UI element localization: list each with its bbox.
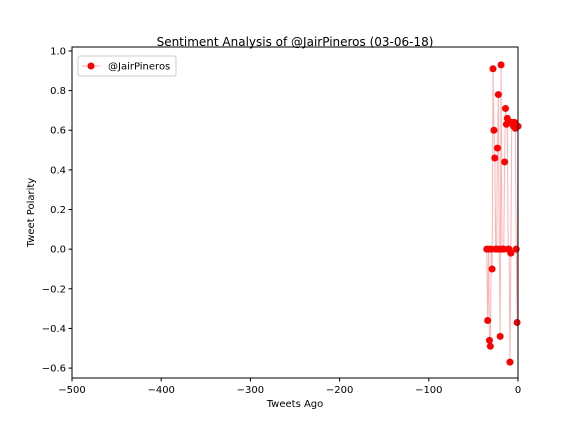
data-point <box>488 265 496 273</box>
data-point <box>496 332 504 340</box>
y-tick-label: −0.4 <box>42 324 66 335</box>
data-point <box>506 358 514 366</box>
data-point <box>484 317 492 325</box>
data-point <box>485 336 493 344</box>
x-tick-label: −100 <box>415 385 442 396</box>
data-point <box>502 120 510 128</box>
y-axis-label: Tweet Polarity <box>26 178 37 249</box>
y-tick-label: −0.6 <box>42 364 66 375</box>
data-point <box>486 342 494 350</box>
data-point <box>512 245 520 253</box>
legend: @JairPineros <box>77 55 177 77</box>
x-tick-label: −300 <box>237 385 264 396</box>
data-point <box>513 319 521 327</box>
chart-title: Sentiment Analysis of @JairPineros (03-0… <box>157 35 434 49</box>
legend-marker <box>87 62 95 70</box>
data-point <box>507 249 515 257</box>
data-point <box>490 126 498 134</box>
plot-area-frame <box>71 46 519 379</box>
x-axis-label: Tweets Ago <box>266 399 324 410</box>
data-point <box>501 158 509 166</box>
y-tick-label: 0.4 <box>50 165 66 176</box>
x-axis: −500 −400 −300 −200 −100 0 <box>58 378 521 396</box>
y-tick-label: 0.2 <box>50 205 66 216</box>
y-tick-label: −0.2 <box>42 284 66 295</box>
x-tick-label: −400 <box>147 385 174 396</box>
y-tick-label: 0.6 <box>50 126 66 137</box>
data-point <box>491 154 499 162</box>
legend-box <box>77 55 177 77</box>
x-tick-label: −500 <box>58 385 85 396</box>
y-tick-label: 1.0 <box>50 46 66 57</box>
data-point <box>497 61 505 69</box>
x-tick-label: −200 <box>326 385 353 396</box>
series-layer <box>483 61 522 366</box>
y-tick-label: 0.0 <box>50 245 66 256</box>
y-axis: −0.6 −0.4 −0.2 0.0 0.2 0.4 0.6 0.8 1.0 <box>42 46 72 375</box>
data-point <box>489 65 497 73</box>
legend-entry-label: @JairPineros <box>108 62 170 73</box>
x-tick-label: 0 <box>515 385 521 396</box>
y-tick-label: 0.8 <box>50 86 66 97</box>
data-point <box>493 144 501 152</box>
data-point <box>502 104 510 112</box>
data-point <box>494 91 502 99</box>
